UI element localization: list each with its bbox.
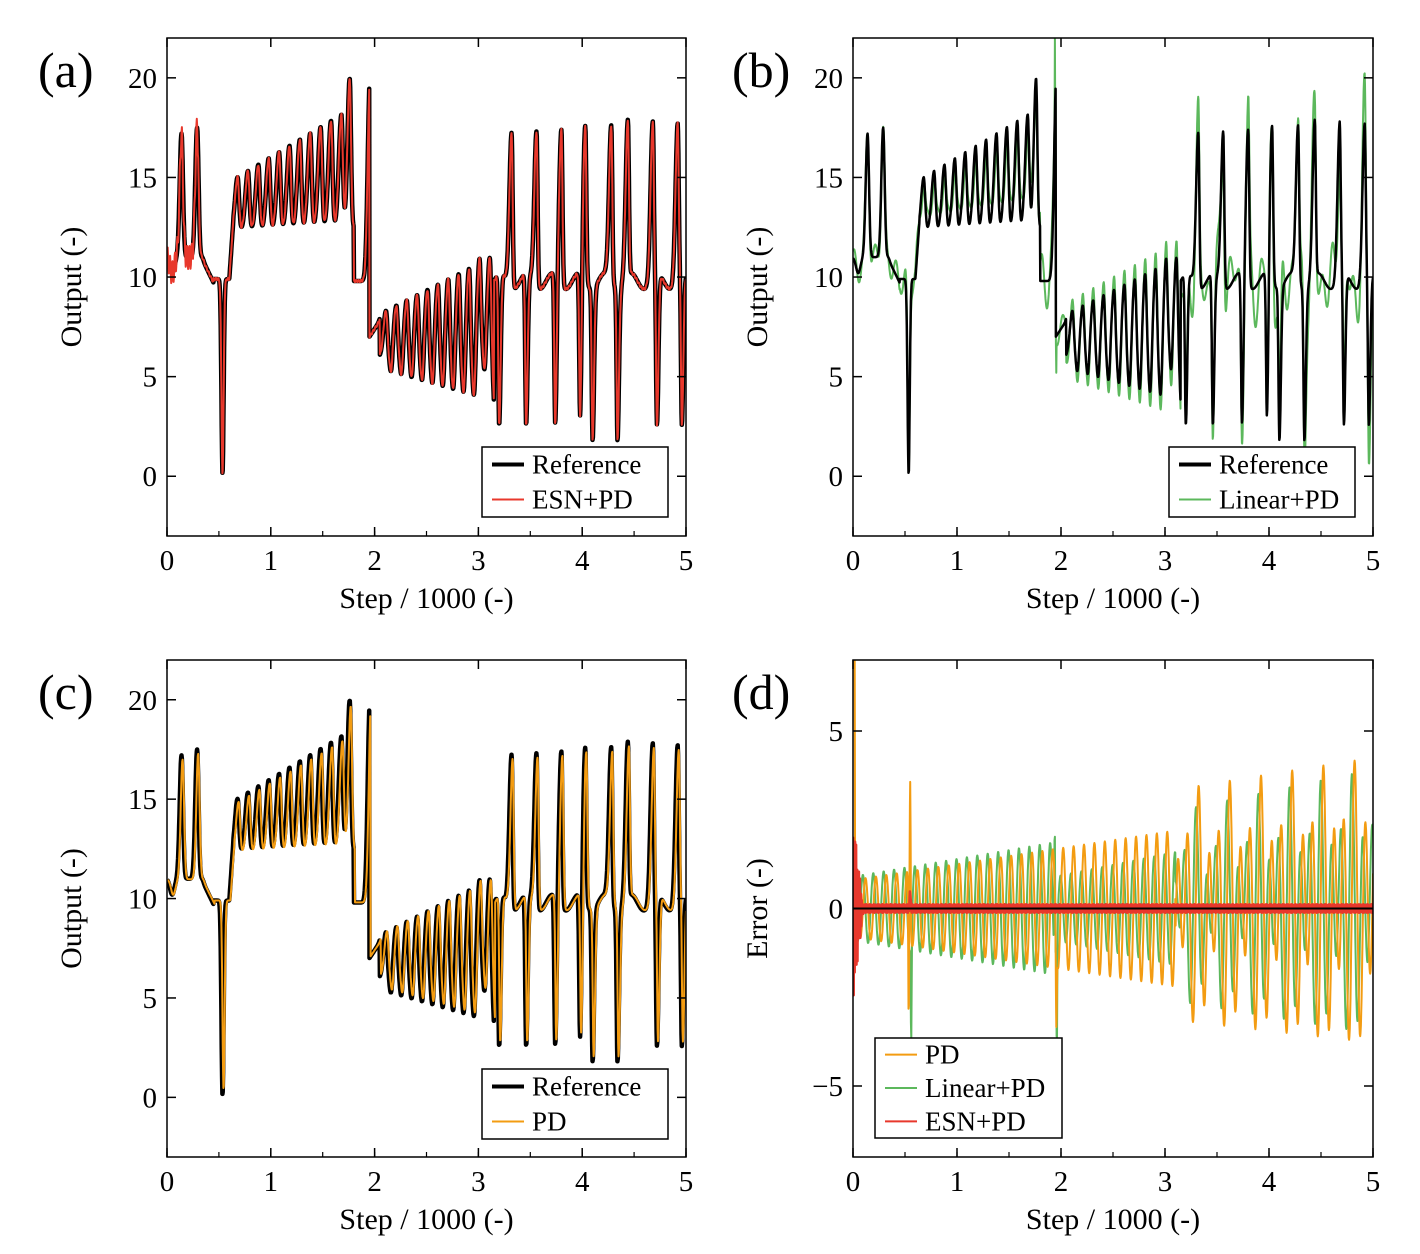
y-tick-label: −5	[812, 1071, 843, 1103]
x-axis-title: Step / 1000 (-)	[339, 582, 513, 615]
legend: Reference ESN+PD	[481, 446, 669, 518]
series-line-reference	[853, 77, 1373, 475]
x-tick-label: 2	[1054, 545, 1069, 577]
x-tick-label: 3	[1158, 545, 1173, 577]
y-tick-label: 0	[143, 461, 158, 493]
series-line-reference	[167, 76, 686, 476]
legend: Reference PD	[481, 1068, 669, 1140]
x-tick-label: 5	[679, 1166, 694, 1198]
y-tick-label: 10	[128, 262, 157, 294]
x-tick-label: 3	[1158, 1166, 1173, 1198]
x-tick-label: 0	[846, 1166, 861, 1198]
y-tick-label: 20	[128, 685, 157, 717]
x-tick-label: 4	[1262, 1166, 1277, 1198]
plot-area	[167, 76, 686, 476]
legend-box	[481, 1068, 669, 1140]
legend-box	[481, 446, 669, 518]
x-tick-label: 0	[846, 545, 861, 577]
y-axis-title: Error (-)	[741, 858, 774, 959]
y-tick-label: 5	[143, 362, 158, 394]
x-tick-label: 3	[471, 545, 486, 577]
y-tick-label: 5	[143, 983, 158, 1015]
x-axis-title: Step / 1000 (-)	[339, 1203, 513, 1236]
legend: Reference Linear+PD	[1168, 446, 1356, 518]
x-tick-label: 0	[160, 1166, 175, 1198]
x-axis-title: Step / 1000 (-)	[1026, 1203, 1200, 1236]
plot-area	[167, 698, 686, 1097]
y-tick-label: 5	[829, 362, 844, 394]
series-line-linear-pd	[853, 38, 1373, 470]
y-tick-label: 15	[814, 162, 843, 194]
y-tick-label: 0	[143, 1082, 158, 1114]
x-tick-label: 5	[1366, 545, 1381, 577]
series-line-esn-pd	[167, 78, 686, 475]
y-tick-label: 0	[829, 461, 844, 493]
legend-label: ESN+PD	[925, 1106, 1026, 1136]
y-tick-label: 10	[128, 884, 157, 916]
y-tick-label: 10	[814, 262, 843, 294]
legend-label: Reference	[1219, 450, 1328, 480]
x-tick-label: 5	[1366, 1166, 1381, 1198]
legend-box	[1168, 446, 1356, 518]
chart-panel: 0 1 2 3 4 5 0 5 10 15 20 Step / 1000 (-) Output (-) (…	[732, 37, 1381, 615]
plot-area	[853, 660, 1373, 1041]
panel-label: (c)	[38, 664, 94, 720]
x-tick-label: 0	[160, 545, 175, 577]
x-tick-label: 1	[264, 545, 279, 577]
legend-label: ESN+PD	[532, 485, 633, 515]
y-axis-title: Output (-)	[55, 848, 88, 969]
series-line-pd	[167, 705, 686, 1089]
chart-panel: 0 1 2 3 4 5 0 5 10 15 20 Step / 1000 (-) Output (-) (…	[38, 37, 694, 615]
legend-label: Reference	[532, 450, 641, 480]
x-tick-label: 4	[575, 1166, 590, 1198]
y-tick-label: 20	[128, 63, 157, 95]
y-axis-title: Output (-)	[741, 227, 774, 348]
panel-label: (b)	[732, 42, 790, 98]
y-tick-label: 0	[829, 894, 844, 926]
x-tick-label: 3	[471, 1166, 486, 1198]
y-tick-label: 15	[128, 162, 157, 194]
legend-label: Linear+PD	[925, 1073, 1045, 1103]
x-tick-label: 2	[367, 1166, 382, 1198]
x-tick-label: 1	[264, 1166, 279, 1198]
legend-label: PD	[925, 1040, 960, 1070]
series-line-reference	[167, 698, 686, 1097]
x-tick-label: 2	[367, 545, 382, 577]
panel-label: (a)	[38, 42, 94, 98]
series-line-pd-err	[853, 660, 1373, 1041]
legend-label: PD	[532, 1107, 567, 1137]
x-tick-label: 2	[1054, 1166, 1069, 1198]
x-tick-label: 5	[679, 545, 694, 577]
y-axis-title: Output (-)	[55, 227, 88, 348]
plot-area	[853, 38, 1373, 475]
x-axis-title: Step / 1000 (-)	[1026, 582, 1200, 615]
chart-panel: 0 1 2 3 4 5 −5 0 5 Step / 1000 (-) Error (-) (d) PDL…	[732, 659, 1381, 1236]
chart-panel: 0 1 2 3 4 5 0 5 10 15 20 Step / 1000 (-) Output (-) (…	[38, 659, 694, 1236]
legend-label: Linear+PD	[1219, 485, 1339, 515]
x-tick-label: 4	[575, 545, 590, 577]
y-tick-label: 15	[128, 784, 157, 816]
x-tick-label: 1	[950, 1166, 965, 1198]
x-tick-label: 1	[950, 545, 965, 577]
x-tick-label: 4	[1262, 545, 1277, 577]
y-tick-label: 5	[829, 716, 844, 748]
y-tick-label: 20	[814, 63, 843, 95]
panel-label: (d)	[732, 664, 790, 720]
legend-label: Reference	[532, 1072, 641, 1102]
